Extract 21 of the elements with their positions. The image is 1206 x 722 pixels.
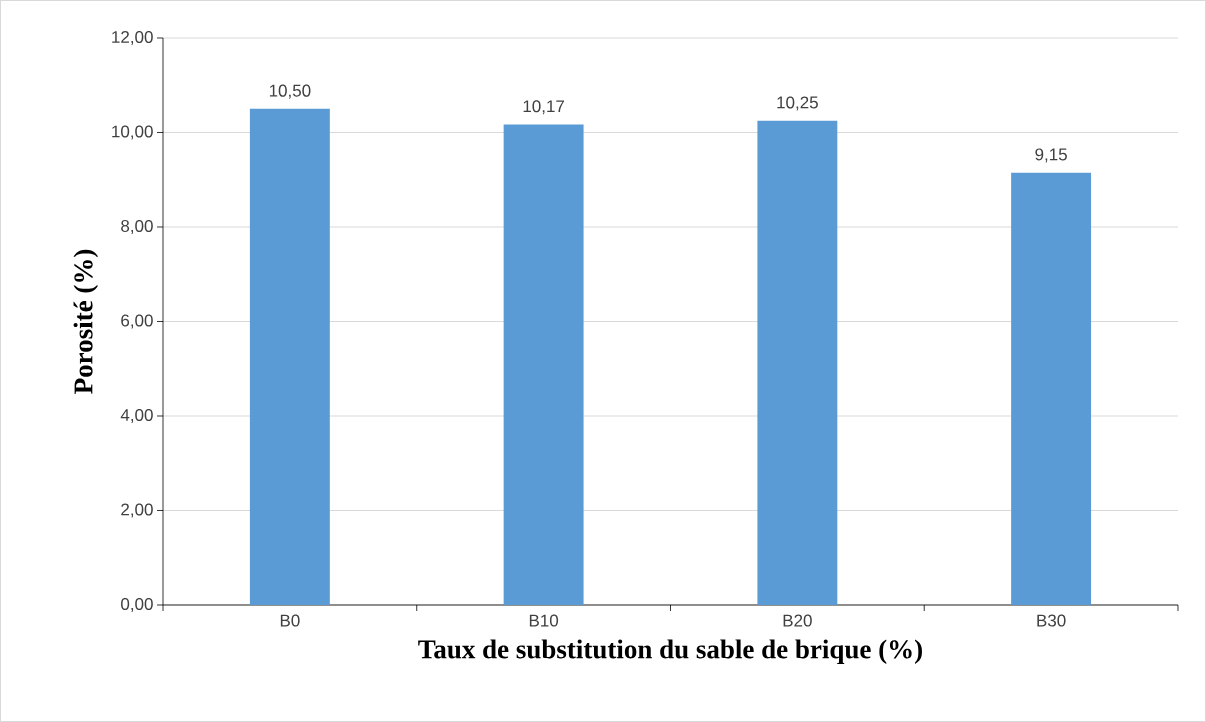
data-label: 9,15 (1035, 148, 1067, 163)
x-tick-label: B10 (529, 614, 559, 627)
y-axis-title: Porosité (%) (73, 249, 99, 394)
x-tick-label: B20 (783, 614, 812, 627)
y-tick-label: 8,00 (121, 219, 153, 235)
data-label: 10,17 (523, 100, 565, 115)
bar (757, 120, 838, 605)
bar (249, 108, 330, 605)
x-tick-label: B0 (280, 614, 300, 627)
y-tick-label: 12,00 (112, 30, 153, 46)
bar (503, 124, 584, 605)
x-tick-label: B30 (1037, 614, 1066, 627)
y-tick-label: 0,00 (121, 597, 153, 613)
y-tick-label: 4,00 (120, 408, 153, 424)
y-tick-label: 10,00 (112, 125, 153, 140)
data-label: 10,50 (269, 84, 311, 99)
y-tick-label: 2,00 (121, 503, 153, 518)
x-axis-title: Taux de substitution du sable de brique (%) (418, 639, 922, 664)
data-label: 10,25 (777, 96, 818, 111)
bar (1011, 172, 1092, 605)
y-tick-label: 6,00 (121, 314, 153, 329)
